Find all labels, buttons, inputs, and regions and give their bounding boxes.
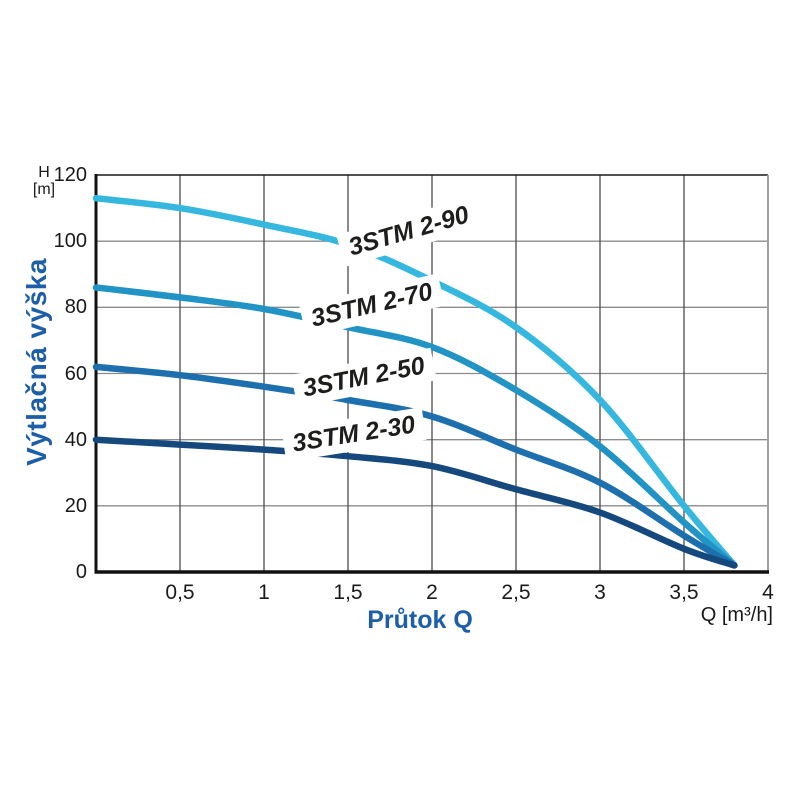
y-axis-unit-bracket: [m] — [32, 181, 56, 198]
y-tick-label-100: 100 — [53, 230, 87, 253]
x-tick-label-1_5: 1,5 — [333, 581, 363, 604]
y-tick-label-80: 80 — [64, 296, 87, 319]
y-axis-unit-label: H [m] — [24, 164, 64, 198]
x-tick-label-3: 3 — [594, 581, 606, 604]
y-axis-title: Výtlačná výška — [21, 258, 52, 466]
x-axis-unit-label: Q [m³/h] — [700, 604, 773, 626]
y-tick-label-20: 20 — [64, 494, 87, 517]
curve-3stm-2-70 — [92, 284, 738, 569]
y-tick-label-60: 60 — [64, 362, 87, 385]
x-tick-label-2_5: 2,5 — [501, 581, 531, 604]
curve-3stm-2-30 — [92, 436, 738, 569]
curve-3stm-2-50 — [92, 363, 738, 569]
x-tick-label-0_5: 0,5 — [165, 581, 195, 604]
x-tick-label-1: 1 — [258, 581, 270, 604]
y-tick-label-120: 120 — [53, 164, 87, 186]
y-axis-unit-symbol: H — [38, 164, 50, 181]
y-tick-label-0: 0 — [75, 561, 87, 583]
x-axis-title: Průtok Q — [367, 606, 473, 634]
x-tick-label-4: 4 — [762, 581, 774, 604]
x-tick-label-2: 2 — [426, 581, 438, 604]
y-tick-label-40: 40 — [64, 428, 87, 451]
x-tick-label-3_5: 3,5 — [669, 581, 699, 604]
